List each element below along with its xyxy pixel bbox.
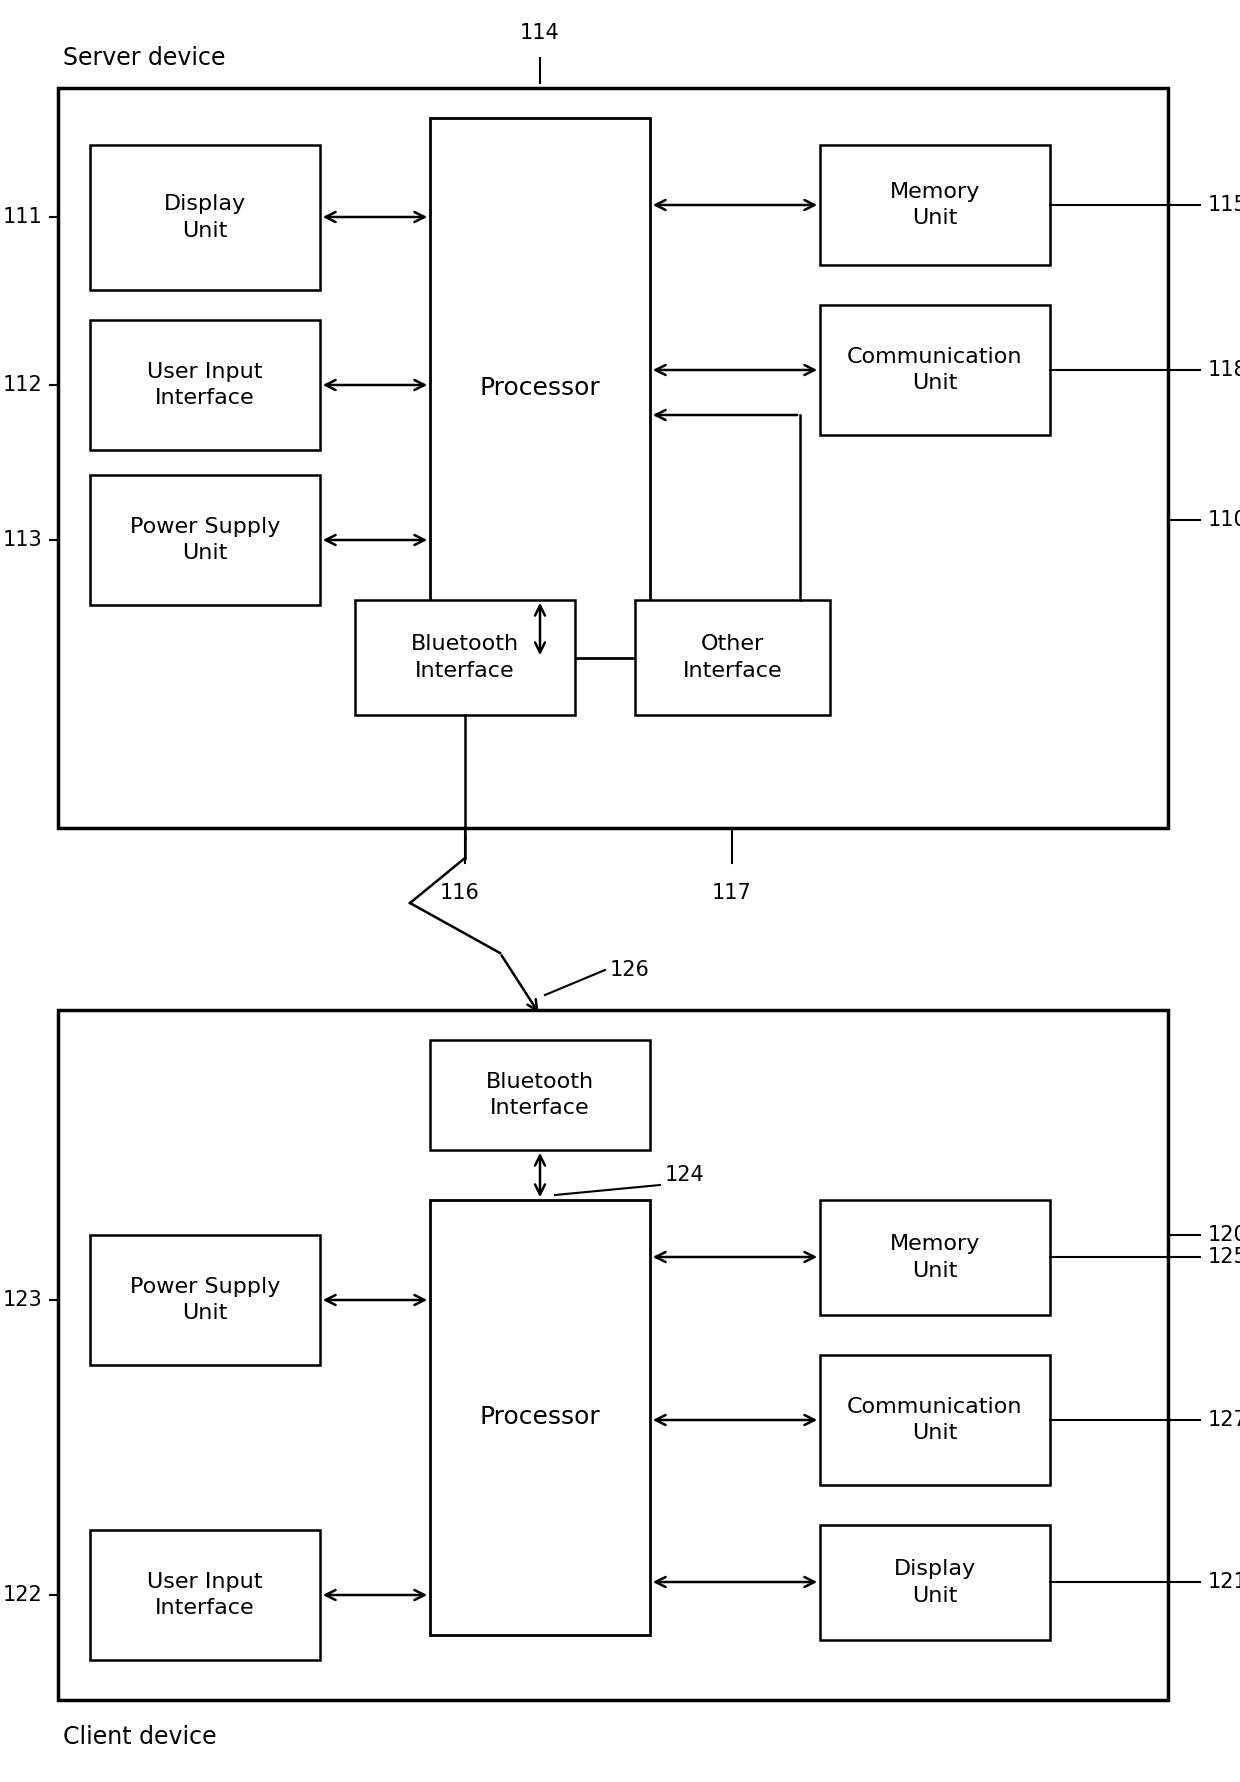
Text: 124: 124 (665, 1165, 704, 1185)
Text: Communication
Unit: Communication Unit (847, 347, 1023, 394)
Text: Client device: Client device (63, 1725, 217, 1748)
Text: 122: 122 (2, 1584, 42, 1606)
Text: 123: 123 (2, 1290, 42, 1310)
Text: 127: 127 (1208, 1410, 1240, 1429)
Text: Processor: Processor (480, 1406, 600, 1429)
Bar (820, 305, 1050, 435)
Bar (91, 321, 320, 451)
Text: Bluetooth
Interface: Bluetooth Interface (410, 634, 520, 681)
Text: Display
Unit: Display Unit (164, 194, 246, 241)
Text: 117: 117 (712, 884, 751, 903)
Bar (58, 87, 1168, 829)
Text: Power Supply
Unit: Power Supply Unit (130, 1276, 280, 1324)
Bar (820, 1199, 1050, 1315)
Text: Processor: Processor (480, 376, 600, 399)
Text: 114: 114 (520, 23, 560, 43)
Text: Other
Interface: Other Interface (683, 634, 782, 681)
Text: Memory
Unit: Memory Unit (890, 182, 980, 228)
Bar (91, 1235, 320, 1365)
Bar (91, 144, 320, 290)
Text: 118: 118 (1208, 360, 1240, 380)
Text: 121: 121 (1208, 1572, 1240, 1591)
Text: Display
Unit: Display Unit (894, 1559, 976, 1606)
Bar (820, 1525, 1050, 1639)
Text: User Input
Interface: User Input Interface (148, 362, 263, 408)
Bar (820, 144, 1050, 266)
Text: 126: 126 (610, 960, 650, 980)
Text: 125: 125 (1208, 1247, 1240, 1267)
Text: 120: 120 (1208, 1224, 1240, 1246)
Text: 116: 116 (440, 884, 480, 903)
Text: Communication
Unit: Communication Unit (847, 1397, 1023, 1443)
Bar (635, 601, 830, 715)
Text: 115: 115 (1208, 194, 1240, 216)
Bar (91, 476, 320, 606)
Text: Power Supply
Unit: Power Supply Unit (130, 517, 280, 563)
Bar (430, 1041, 650, 1149)
Text: 112: 112 (2, 374, 42, 396)
Text: User Input
Interface: User Input Interface (148, 1572, 263, 1618)
Text: Memory
Unit: Memory Unit (890, 1235, 980, 1281)
Text: Bluetooth
Interface: Bluetooth Interface (486, 1071, 594, 1117)
Text: 110: 110 (1208, 510, 1240, 529)
Text: Server device: Server device (63, 46, 226, 69)
Bar (58, 1010, 1168, 1700)
Text: 113: 113 (2, 529, 42, 551)
Bar (355, 601, 575, 715)
Bar (430, 1199, 650, 1636)
Bar (820, 1354, 1050, 1484)
Bar (430, 118, 650, 658)
Text: 111: 111 (2, 207, 42, 226)
Bar (91, 1531, 320, 1661)
